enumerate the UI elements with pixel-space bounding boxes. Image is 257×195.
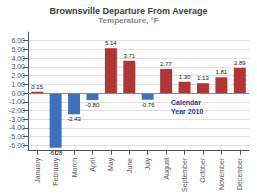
svg-text:Temperature, °F: Temperature, °F [98,16,159,25]
svg-text:-2.00: -2.00 [9,107,25,114]
svg-text:November: November [218,157,225,190]
svg-text:2.89: 2.89 [234,60,246,66]
svg-text:2.77: 2.77 [160,61,172,67]
svg-text:Brownsville Departure From Ave: Brownsville Departure From Average [50,6,208,16]
svg-text:-3.00: -3.00 [9,116,25,123]
svg-text:-2.43: -2.43 [67,116,81,122]
svg-text:1.00: 1.00 [11,81,25,88]
svg-text:0.00: 0.00 [11,90,25,97]
svg-text:June: June [126,158,133,173]
svg-text:1.13: 1.13 [197,75,209,81]
svg-text:-1.00: -1.00 [9,98,25,105]
svg-text:-5.00: -5.00 [9,133,25,140]
svg-text:-6.00: -6.00 [9,142,25,149]
svg-text:1.30: 1.30 [179,74,191,80]
svg-text:6.00: 6.00 [11,37,25,44]
svg-text:August: August [163,158,171,180]
svg-text:April: April [89,157,97,171]
svg-text:Calendar: Calendar [171,99,201,106]
svg-text:-4.00: -4.00 [9,124,25,131]
svg-text:-0.80: -0.80 [86,102,100,108]
svg-text:December: December [236,157,243,190]
svg-text:-0.76: -0.76 [141,102,155,108]
svg-text:-6.28: -6.28 [49,150,63,156]
svg-text:5.00: 5.00 [11,46,25,53]
svg-text:March: March [71,158,78,178]
svg-text:September: September [181,157,189,192]
svg-text:February: February [52,157,60,186]
svg-text:0.15: 0.15 [31,84,43,90]
svg-text:May: May [107,157,115,171]
svg-text:2.00: 2.00 [11,72,25,79]
svg-text:1.81: 1.81 [216,69,228,75]
svg-text:3.71: 3.71 [123,53,135,59]
svg-text:October: October [199,157,206,183]
svg-text:January: January [34,157,42,182]
svg-text:July: July [144,157,152,170]
svg-text:5.14: 5.14 [105,40,117,46]
svg-text:3.00: 3.00 [11,63,25,70]
svg-text:Year 2010: Year 2010 [171,108,203,115]
svg-text:4.00: 4.00 [11,55,25,62]
